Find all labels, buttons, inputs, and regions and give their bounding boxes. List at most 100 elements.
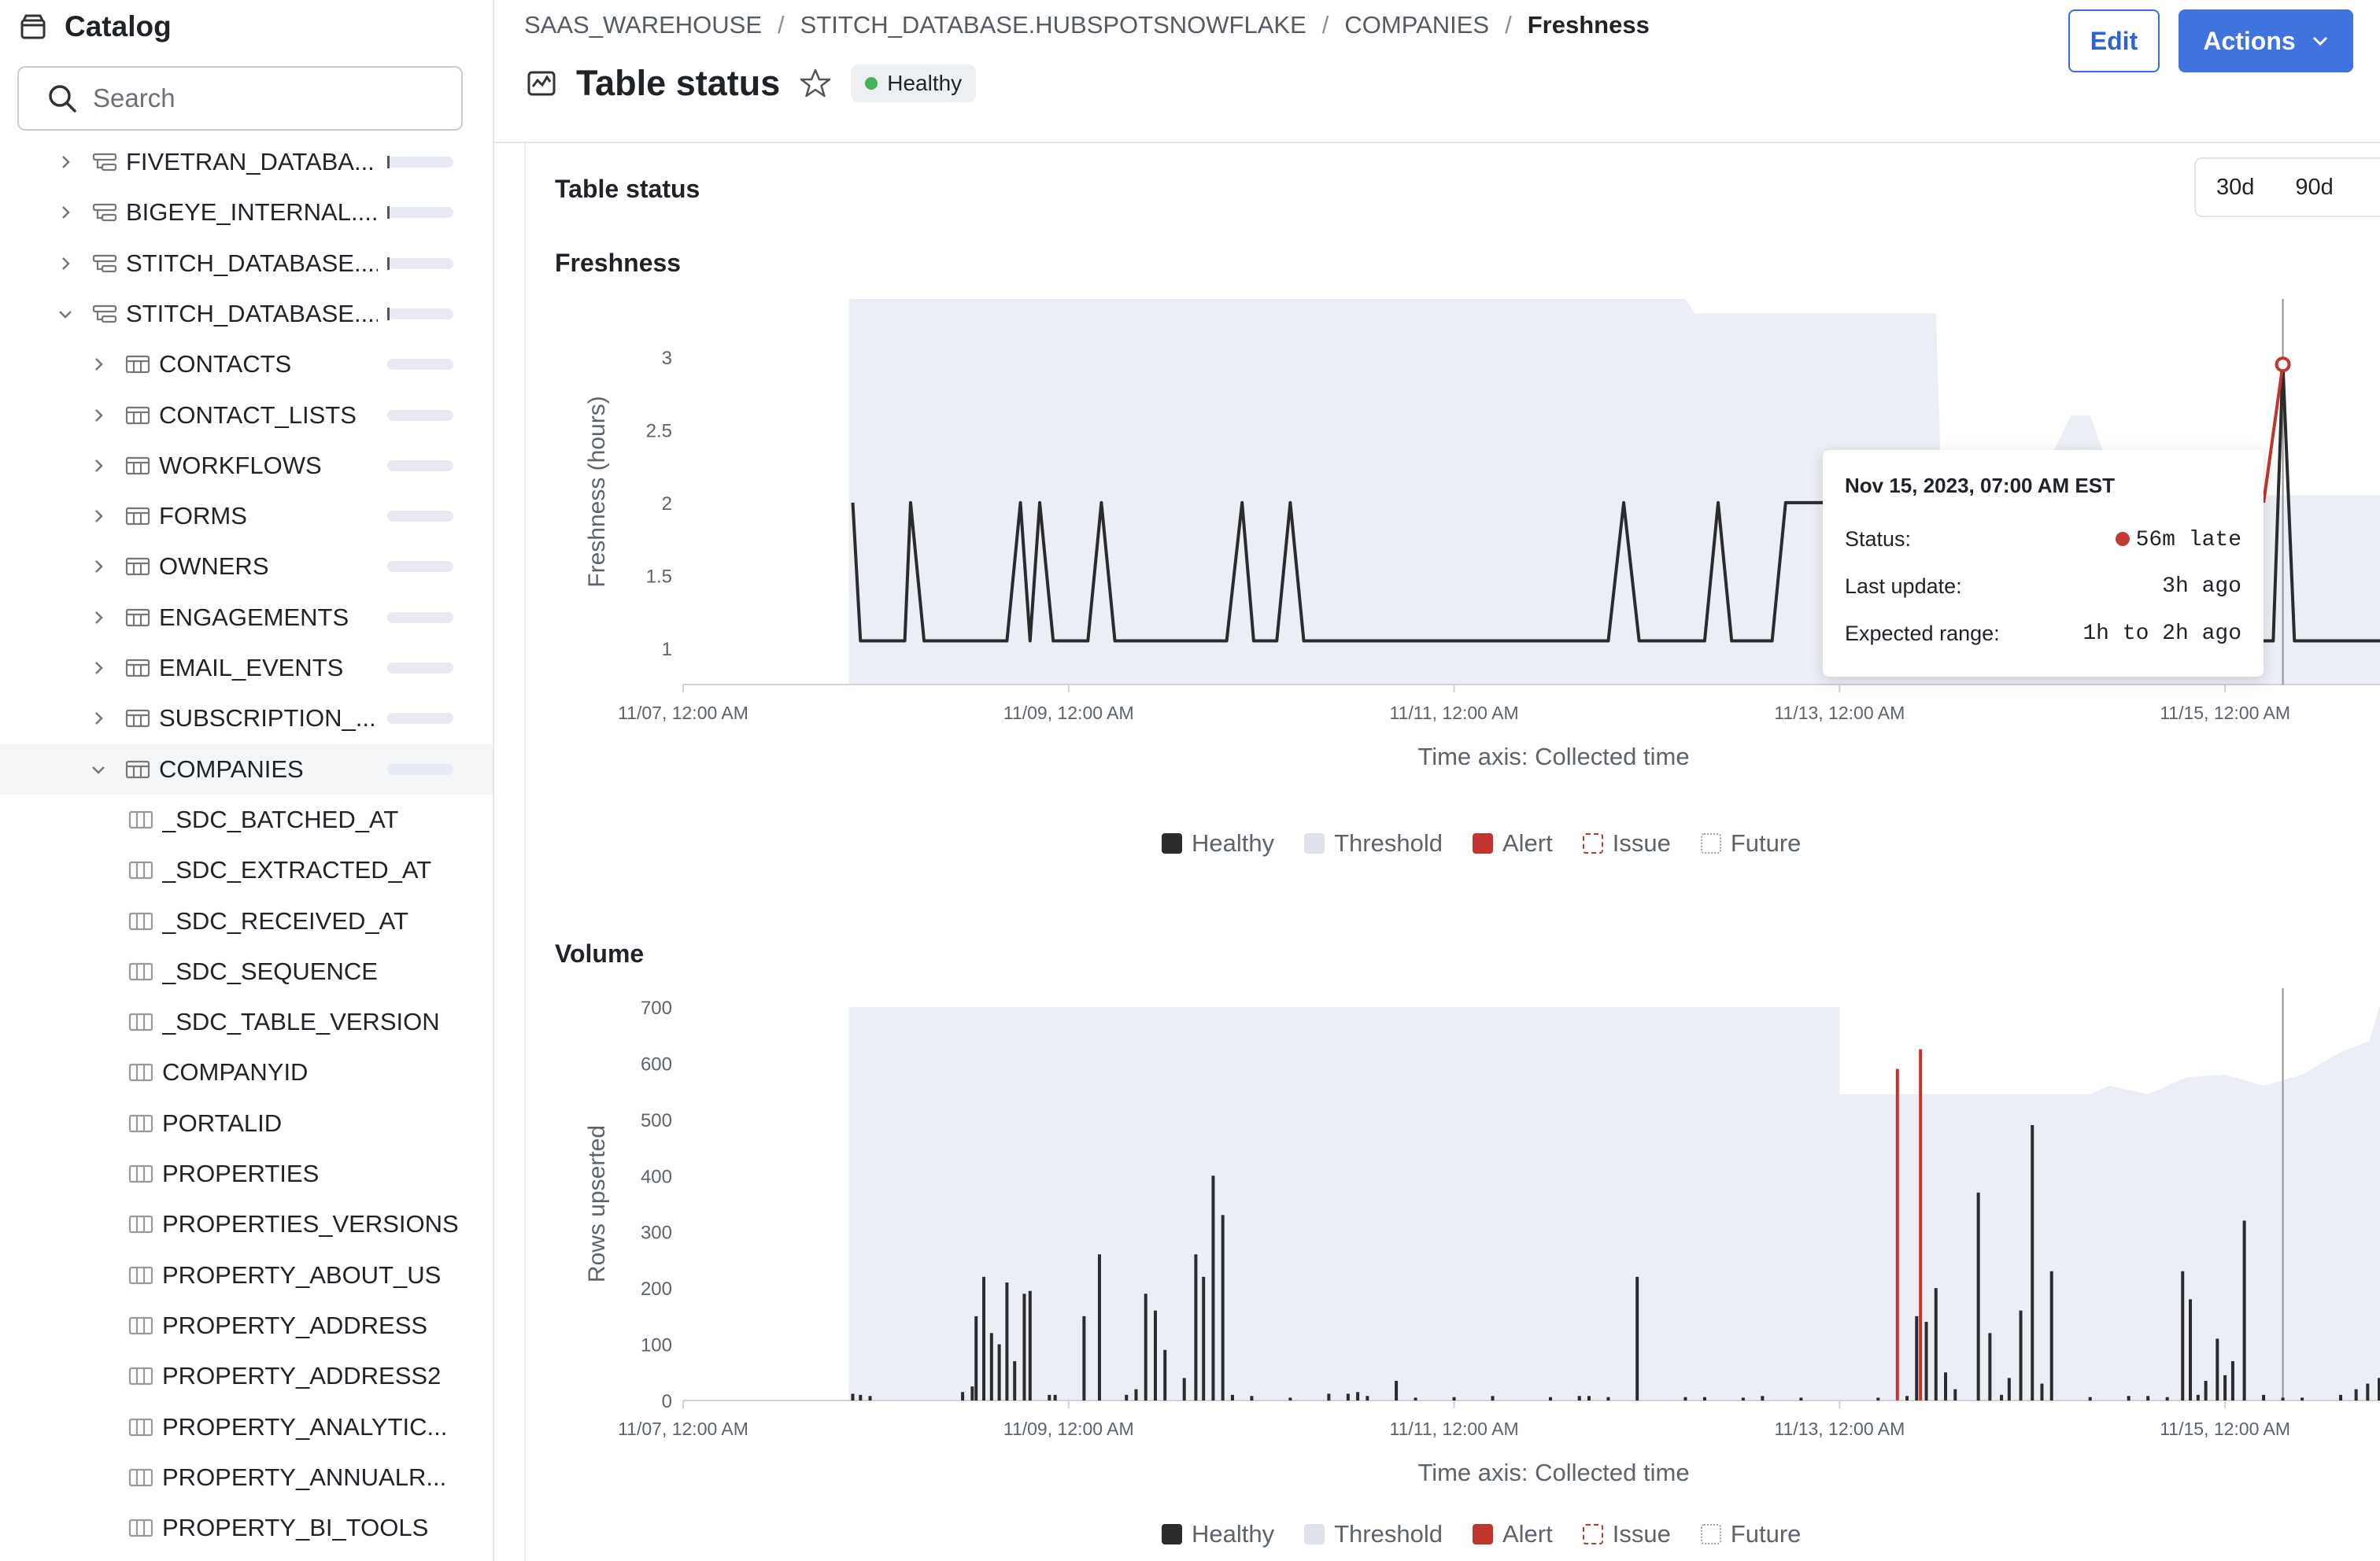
legend-item-future[interactable]: Future <box>1700 829 1801 858</box>
volume-bar <box>2354 1389 2358 1400</box>
tooltip-row-expected: Expected range: 1h to 2h ago <box>1845 610 2241 657</box>
tree-item-table[interactable]: COMPANIES <box>0 744 493 795</box>
tree-item-table[interactable]: EMAIL_EVENTS <box>0 643 493 693</box>
chevron-right-icon[interactable] <box>90 558 107 575</box>
volume-bar <box>1741 1397 1745 1400</box>
breadcrumb-item-schema[interactable]: STITCH_DATABASE.HUBSPOTSNOWFLAKE <box>800 11 1306 39</box>
volume-bar <box>1944 1372 1948 1400</box>
tree-item-column[interactable]: _SDC_BATCHED_AT <box>0 795 493 845</box>
tree-item-table[interactable]: WORKFLOWS <box>0 441 493 491</box>
range-90d-button[interactable]: 90d <box>2275 160 2353 215</box>
chevron-right-icon[interactable] <box>57 255 74 272</box>
column-icon <box>128 1366 154 1386</box>
search-icon <box>49 85 76 113</box>
tree-item-table[interactable]: CONTACTS <box>0 339 493 389</box>
y-tick-label: 300 <box>641 1223 672 1244</box>
alert-point <box>2275 356 2291 373</box>
table-icon <box>124 658 151 678</box>
chevron-right-icon[interactable] <box>90 659 107 677</box>
tooltip-expected-value: 1h to 2h ago <box>2082 621 2241 646</box>
y-tick-label: 400 <box>641 1166 672 1187</box>
star-icon[interactable] <box>799 67 832 100</box>
breadcrumb-item-table[interactable]: COMPANIES <box>1344 11 1490 39</box>
header-divider <box>494 142 2380 143</box>
volume-bar <box>1013 1361 1017 1400</box>
legend-item-issue[interactable]: Issue <box>1582 1520 1671 1548</box>
volume-chart[interactable]: 0 100 200 300 400 500 600 700 11/07, 12:00 AM 11/… <box>494 988 2380 1492</box>
tree-item-column[interactable]: COMPANYID <box>0 1047 493 1098</box>
tree-item-label: CONTACT_LISTS <box>159 400 357 429</box>
tree-item-column[interactable]: _SDC_EXTRACTED_AT <box>0 845 493 895</box>
chevron-right-icon[interactable] <box>90 507 107 525</box>
sidebar-title: Catalog <box>65 10 172 42</box>
legend-item-healthy[interactable]: Healthy <box>1162 1520 1274 1548</box>
chevron-right-icon[interactable] <box>57 153 74 171</box>
volume-bar <box>1221 1215 1225 1400</box>
tree-item-label: OWNERS <box>159 552 269 581</box>
page-title: Table status <box>576 63 781 103</box>
chevron-right-icon[interactable] <box>90 407 107 424</box>
tree-item-column[interactable]: PROPERTY_ANNUALR... <box>0 1452 493 1503</box>
chevron-right-icon[interactable] <box>57 204 74 221</box>
column-icon <box>128 1113 154 1134</box>
chevron-right-icon[interactable] <box>90 356 107 373</box>
tree-item-column[interactable]: PROPERTIES_VERSIONS <box>0 1199 493 1249</box>
tree-item-column[interactable]: PROPERTY_ABOUT_US <box>0 1250 493 1301</box>
tree-item-column[interactable]: _SDC_TABLE_VERSION <box>0 997 493 1047</box>
legend-item-issue[interactable]: Issue <box>1582 829 1671 858</box>
table-icon <box>124 506 151 526</box>
tree-item-column[interactable]: PROPERTY_ADDRESS2 <box>0 1351 493 1401</box>
chevron-right-icon[interactable] <box>90 457 107 474</box>
legend-item-threshold[interactable]: Threshold <box>1304 1520 1443 1548</box>
tree-item-table[interactable]: ENGAGEMENTS <box>0 592 493 643</box>
tree-item-column[interactable]: PROPERTY_ADDRESS <box>0 1301 493 1351</box>
legend-item-threshold[interactable]: Threshold <box>1304 829 1443 858</box>
tree-item-schema[interactable]: STITCH_DATABASE.... <box>0 289 493 339</box>
table-icon <box>124 759 151 780</box>
tree-item-label: _SDC_TABLE_VERSION <box>162 1008 440 1036</box>
tree-item-table[interactable]: CONTACT_LISTS <box>0 390 493 441</box>
tree-item-schema[interactable]: BIGEYE_INTERNAL.... <box>0 187 493 238</box>
alert-bar <box>1895 1068 1899 1400</box>
tree-item-schema[interactable]: FIVETRAN_DATABA... <box>0 137 493 187</box>
actions-button[interactable]: Actions <box>2179 9 2353 72</box>
table-icon <box>124 456 151 476</box>
tree-item-table[interactable]: FORMS <box>0 491 493 541</box>
chevron-down-icon[interactable] <box>90 761 107 778</box>
chevron-right-icon[interactable] <box>90 710 107 727</box>
tree-item-schema[interactable]: STITCH_DATABASE.... <box>0 238 493 289</box>
tree-item-table[interactable]: SUBSCRIPTION_... <box>0 693 493 744</box>
usage-bar <box>387 713 453 725</box>
tree-item-column[interactable]: PROPERTY_ANALYTIC... <box>0 1402 493 1452</box>
tree-item-column[interactable]: _SDC_RECEIVED_AT <box>0 896 493 947</box>
legend-item-alert[interactable]: Alert <box>1472 1520 1553 1548</box>
volume-bar <box>1924 1322 1928 1400</box>
x-tick-label: 11/11, 12:00 AM <box>1390 1419 1519 1439</box>
tree-item-column[interactable]: PROPERTY_BI_TOOLS <box>0 1503 493 1553</box>
freshness-legend: Healthy Threshold Alert Issue Future <box>1162 829 1801 858</box>
chevron-down-icon[interactable] <box>57 305 74 323</box>
breadcrumb-item-warehouse[interactable]: SAAS_WAREHOUSE <box>524 11 763 39</box>
volume-bar <box>997 1344 1001 1400</box>
tree-item-column[interactable]: _SDC_SEQUENCE <box>0 947 493 997</box>
column-icon <box>128 1214 154 1234</box>
legend-item-healthy[interactable]: Healthy <box>1162 829 1274 858</box>
volume-title: Volume <box>555 939 645 968</box>
usage-bar <box>387 511 453 522</box>
table-icon <box>124 405 151 426</box>
search-input[interactable] <box>91 83 441 114</box>
y-tick-label: 600 <box>641 1054 672 1075</box>
tree-item-column[interactable]: PROPERTIES <box>0 1149 493 1199</box>
tree-item-column[interactable]: PORTALID <box>0 1098 493 1149</box>
edit-button[interactable]: Edit <box>2068 9 2160 72</box>
volume-bar <box>2262 1394 2266 1400</box>
column-icon <box>128 1518 154 1538</box>
chevron-right-icon[interactable] <box>90 609 107 626</box>
legend-item-future[interactable]: Future <box>1700 1520 1801 1548</box>
range-30d-button[interactable]: 30d <box>2196 160 2275 215</box>
volume-bar <box>1346 1393 1350 1400</box>
tooltip-row-last-update: Last update: 3h ago <box>1845 563 2241 610</box>
volume-bar <box>1761 1396 1765 1400</box>
tree-item-table[interactable]: OWNERS <box>0 541 493 592</box>
legend-item-alert[interactable]: Alert <box>1472 829 1553 858</box>
